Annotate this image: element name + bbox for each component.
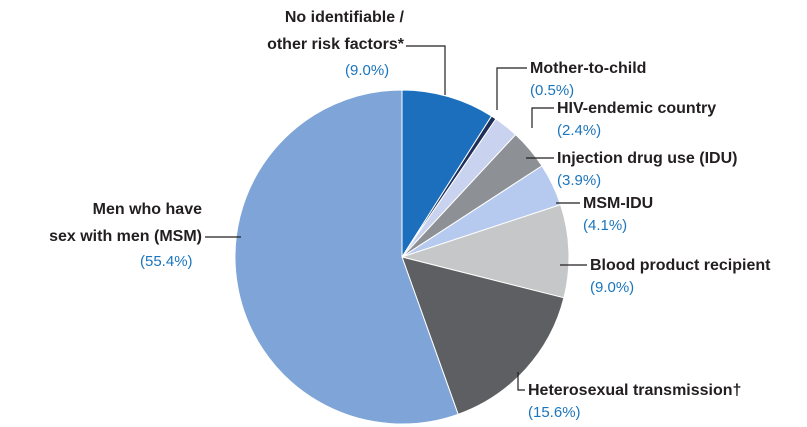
value-label: (9.0%) bbox=[590, 279, 635, 296]
pie-slice bbox=[400, 203, 570, 299]
slice-label: Mother-to-child bbox=[530, 60, 647, 77]
slice-label: No identifiable / other risk factors* bbox=[267, 9, 404, 53]
slice-label: Injection drug use (IDU) bbox=[557, 150, 738, 167]
pie-slice bbox=[234, 89, 459, 425]
value-label: (0.5%) bbox=[530, 82, 575, 99]
value-label: (15.6%) bbox=[528, 404, 581, 421]
pie-slice bbox=[401, 89, 493, 259]
leader-line bbox=[496, 67, 527, 110]
leader-line bbox=[406, 45, 446, 95]
slice-label: Men who have sex with men (MSM) bbox=[49, 201, 202, 245]
value-label: (2.4%) bbox=[557, 122, 602, 139]
value-label: (9.0%) bbox=[345, 62, 390, 79]
value-label: (55.4%) bbox=[140, 253, 193, 270]
slice-label: HIV-endemic country bbox=[557, 100, 717, 117]
slice-label: Heterosexual transmission† bbox=[528, 382, 742, 399]
value-label: (3.9%) bbox=[557, 172, 602, 189]
pie-slice bbox=[401, 256, 565, 415]
value-label: (4.1%) bbox=[583, 217, 628, 234]
slice-label: Blood product recipient bbox=[590, 257, 771, 274]
leader-line bbox=[517, 372, 525, 391]
slice-label: MSM-IDU bbox=[583, 195, 654, 212]
leader-line bbox=[531, 107, 554, 128]
